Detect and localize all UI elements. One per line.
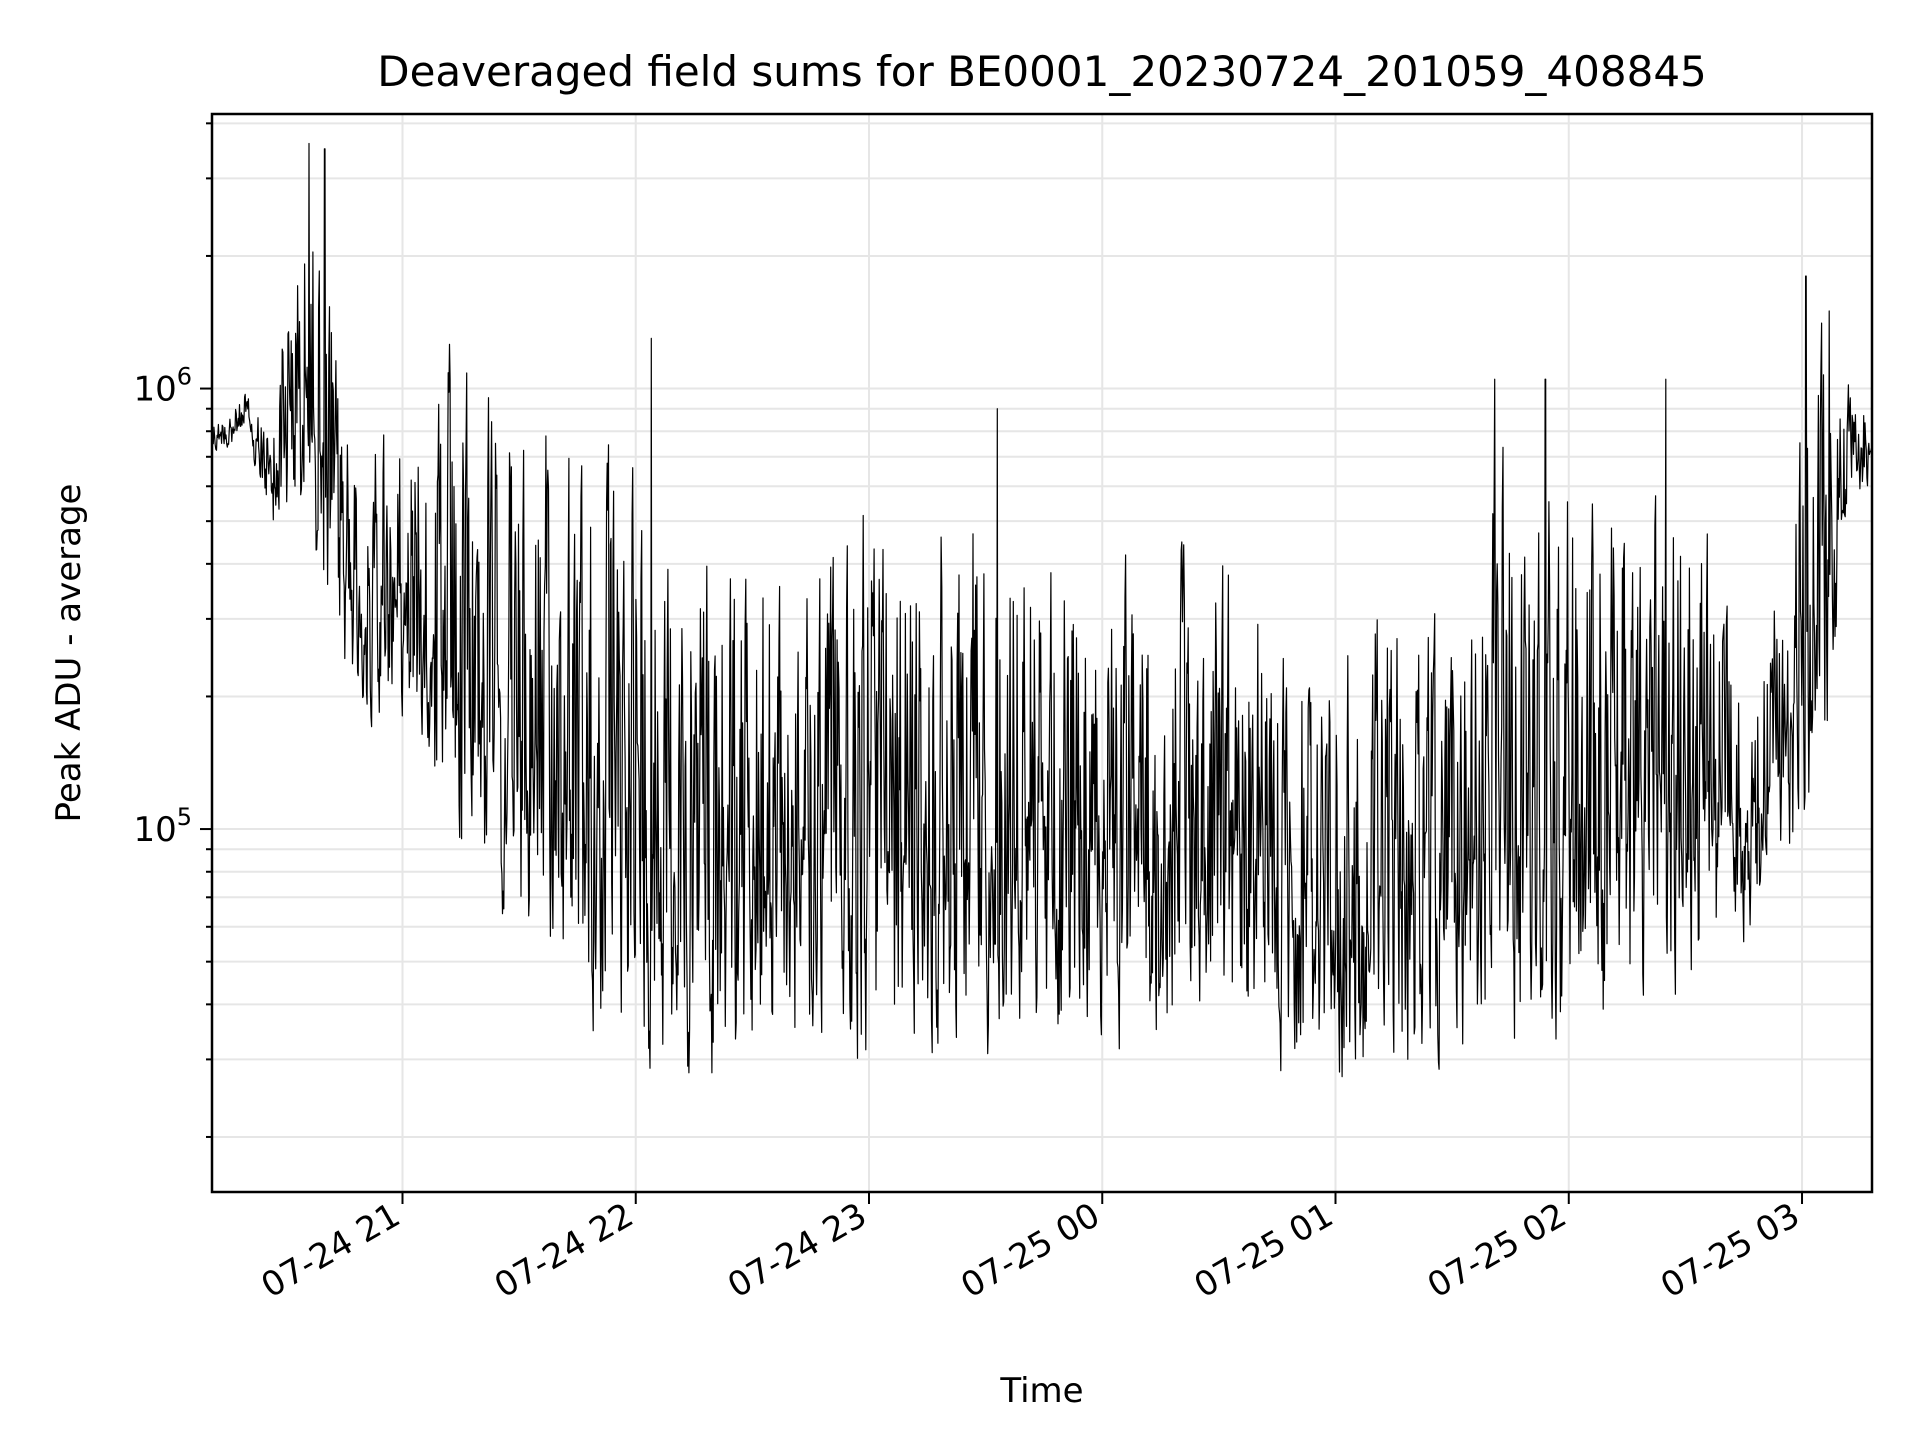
chart-title: Deaveraged field sums for BE0001_2023072… xyxy=(377,47,1707,96)
y-tick-label: 105 xyxy=(133,803,192,850)
y-tick-exp: 6 xyxy=(177,363,192,391)
y-tick-label: 106 xyxy=(133,363,192,410)
y-tick-base: 10 xyxy=(133,370,176,410)
grid-lines xyxy=(212,114,1872,1192)
plot-frame xyxy=(210,112,1874,1194)
series-line-path xyxy=(211,142,1873,1078)
y-axis-label: Peak ADU - average xyxy=(49,484,89,823)
y-tick-exp: 5 xyxy=(177,803,192,831)
x-axis-label: Time xyxy=(999,1371,1083,1411)
series-line xyxy=(211,142,1873,1078)
y-tick-base: 10 xyxy=(133,810,176,850)
